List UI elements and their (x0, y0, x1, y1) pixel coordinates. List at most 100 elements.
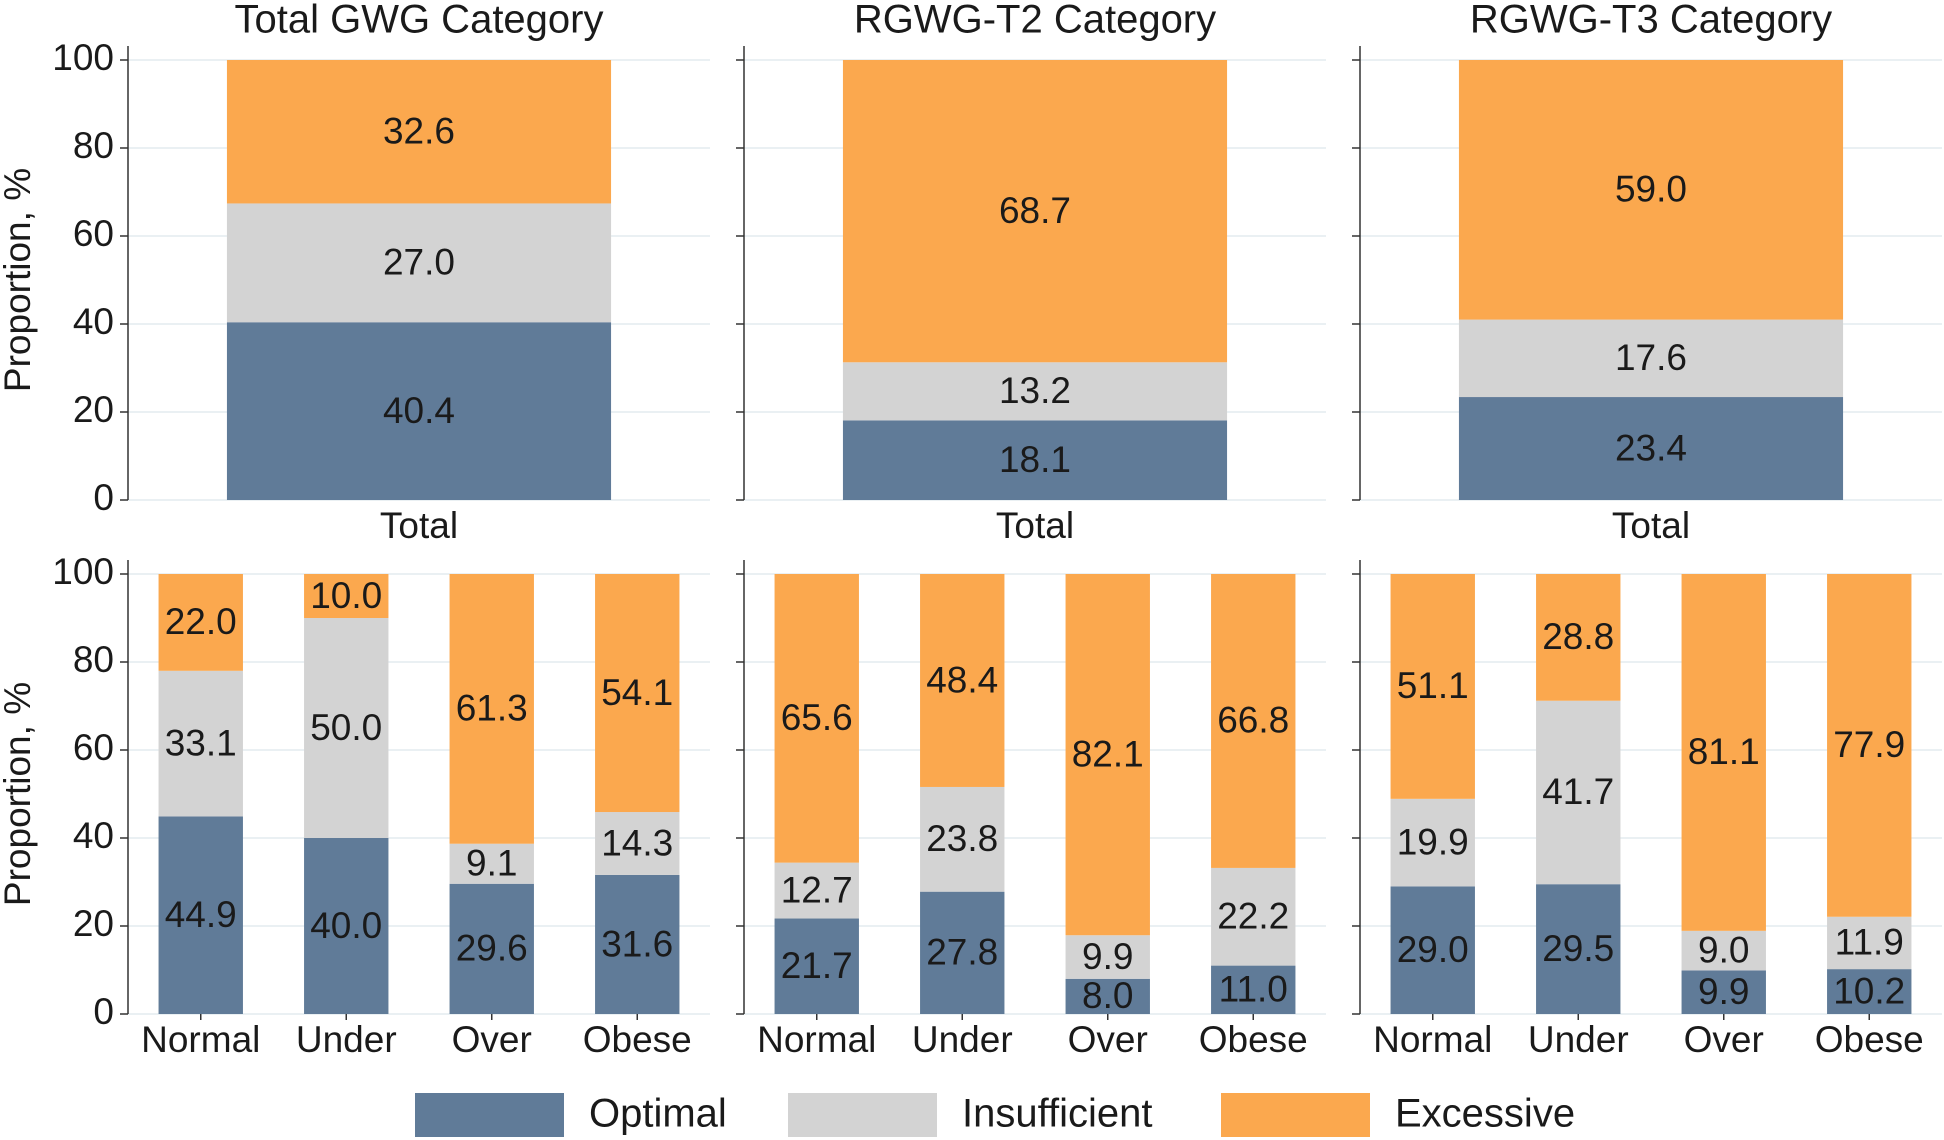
value-label: 17.6 (1615, 337, 1687, 378)
bar-segment (226, 60, 612, 204)
value-label: 77.9 (1833, 724, 1905, 765)
legend-label: Excessive (1395, 1092, 1575, 1136)
y-tick-label: 60 (73, 213, 114, 254)
value-label: 29.6 (456, 928, 528, 969)
legend-label: Optimal (589, 1092, 727, 1136)
x-tick-label: Total (380, 505, 458, 546)
y-tick-label: 20 (73, 903, 114, 944)
x-tick-label: Total (1612, 505, 1690, 546)
value-label: 51.1 (1397, 665, 1469, 706)
bar-segment (1390, 798, 1475, 887)
bar-segment (304, 618, 389, 838)
bar-segment (1827, 916, 1912, 970)
bar-segment (1211, 574, 1296, 868)
value-label: 22.0 (165, 601, 237, 642)
legend-swatch (1221, 1093, 1370, 1137)
bar-segment (226, 203, 612, 323)
value-label: 32.6 (383, 111, 455, 152)
bar-segment (1211, 965, 1296, 1014)
value-label: 22.2 (1217, 896, 1289, 937)
panel-title: RGWG-T3 Category (1470, 0, 1832, 42)
legend-swatch (415, 1093, 564, 1137)
x-tick-label: Over (452, 1019, 532, 1060)
value-label: 82.1 (1072, 733, 1144, 774)
bar-segment (449, 843, 534, 884)
y-axis-label: Proportion, % (0, 168, 38, 392)
bar-segment (1458, 60, 1844, 320)
bar-segment (842, 420, 1228, 500)
bar-segment (920, 891, 1005, 1014)
value-label: 41.7 (1542, 771, 1614, 812)
bar-segment (842, 362, 1228, 421)
value-label: 23.4 (1615, 427, 1687, 468)
bar-segment (1536, 700, 1621, 885)
bar-segment (304, 838, 389, 1014)
value-label: 65.6 (781, 697, 853, 738)
bar-segment (1681, 574, 1766, 931)
panel-title: RGWG-T2 Category (854, 0, 1216, 42)
y-axis-label: Proportion, % (0, 682, 38, 906)
value-label: 61.3 (456, 688, 528, 729)
value-label: 33.1 (165, 722, 237, 763)
bar-segment (1827, 969, 1912, 1014)
bar-segment (1536, 884, 1621, 1014)
value-label: 81.1 (1688, 731, 1760, 772)
panel-title: Total GWG Category (234, 0, 603, 42)
x-tick-label: Total (996, 505, 1074, 546)
value-label: 28.8 (1542, 616, 1614, 657)
bar-segment (1211, 867, 1296, 966)
x-tick-label: Normal (141, 1019, 260, 1060)
value-label: 27.0 (383, 242, 455, 283)
bar-segment (774, 574, 859, 863)
bar-segment (842, 60, 1228, 363)
value-label: 11.9 (1835, 922, 1904, 963)
bar-segment (920, 786, 1005, 892)
bar-segment (1681, 970, 1766, 1014)
bar-segment (1390, 886, 1475, 1014)
bar-segment (1065, 978, 1150, 1014)
bar-segment (1458, 397, 1844, 500)
value-label: 27.8 (926, 932, 998, 973)
value-label: 18.1 (999, 439, 1071, 480)
x-tick-label: Under (1528, 1019, 1629, 1060)
value-label: 9.9 (1082, 936, 1133, 977)
x-tick-label: Obese (1815, 1019, 1924, 1060)
y-tick-label: 80 (73, 639, 114, 680)
value-label: 9.9 (1698, 971, 1749, 1012)
x-tick-label: Under (296, 1019, 397, 1060)
bar-segment (1681, 930, 1766, 971)
value-label: 9.1 (466, 843, 517, 884)
y-tick-label: 0 (93, 477, 114, 518)
legend-label: Insufficient (962, 1092, 1153, 1136)
bar-segment (1458, 319, 1844, 398)
y-tick-label: 100 (52, 551, 114, 592)
bar-segment (1536, 574, 1621, 701)
bar-segment (595, 812, 680, 875)
value-label: 54.1 (601, 672, 673, 713)
bar-segment (1827, 574, 1912, 917)
value-label: 29.5 (1542, 928, 1614, 969)
value-label: 40.0 (310, 905, 382, 946)
value-label: 50.0 (310, 707, 382, 748)
value-label: 11.0 (1219, 969, 1288, 1010)
bar-segment (1065, 935, 1150, 979)
x-tick-label: Obese (583, 1019, 692, 1060)
bar-segment (449, 883, 534, 1014)
bar-segment (595, 874, 680, 1014)
value-label: 9.0 (1698, 929, 1749, 970)
value-label: 31.6 (601, 923, 673, 964)
value-label: 14.3 (601, 822, 673, 863)
y-tick-label: 20 (73, 389, 114, 430)
bar-segment (595, 574, 680, 813)
x-tick-label: Normal (1373, 1019, 1492, 1060)
value-label: 59.0 (1615, 169, 1687, 210)
bar-segment (158, 574, 243, 671)
value-label: 29.0 (1397, 929, 1469, 970)
x-tick-label: Over (1068, 1019, 1148, 1060)
value-label: 68.7 (999, 190, 1071, 231)
bar-segment (226, 322, 612, 500)
value-label: 40.4 (383, 390, 455, 431)
bar-segment (158, 816, 243, 1014)
legend-swatch (788, 1093, 937, 1137)
